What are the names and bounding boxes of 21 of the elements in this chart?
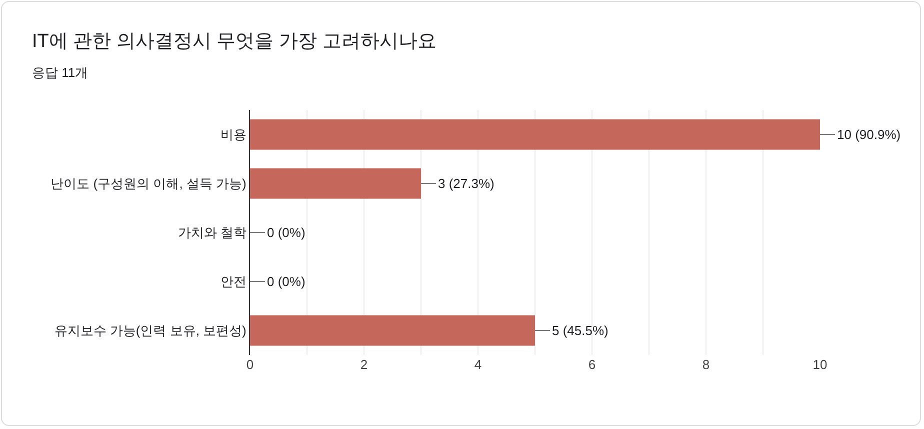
bar bbox=[250, 119, 820, 150]
bar bbox=[250, 315, 535, 346]
data-label: 5 (45.5%) bbox=[552, 323, 608, 338]
x-tick-label: 0 bbox=[246, 357, 254, 372]
data-label: 0 (0%) bbox=[267, 225, 306, 240]
data-label: 10 (90.9%) bbox=[837, 127, 901, 142]
y-tick-label: 가치와 철학 bbox=[178, 225, 246, 240]
chart-title: IT에 관한 의사결정시 무엇을 가장 고려하시나요 bbox=[32, 30, 436, 54]
x-tick-label: 4 bbox=[474, 357, 482, 372]
data-label: 3 (27.3%) bbox=[438, 176, 494, 191]
bar bbox=[250, 168, 421, 199]
x-tick-label: 10 bbox=[812, 357, 828, 372]
data-label: 0 (0%) bbox=[267, 274, 306, 289]
y-tick-label: 안전 bbox=[220, 274, 246, 290]
text: 응답 11개 bbox=[32, 64, 88, 82]
x-tick-label: 2 bbox=[360, 357, 368, 372]
x-tick-label: 8 bbox=[702, 357, 710, 372]
y-tick-label: 유지보수 가능(인력 보유, 보편성) bbox=[54, 323, 246, 338]
y-tick-label: 비용 bbox=[220, 127, 246, 142]
x-tick-label: 6 bbox=[588, 357, 596, 372]
y-tick-label: 난이도 (구성원의 이해, 설득 가능) bbox=[50, 176, 246, 192]
